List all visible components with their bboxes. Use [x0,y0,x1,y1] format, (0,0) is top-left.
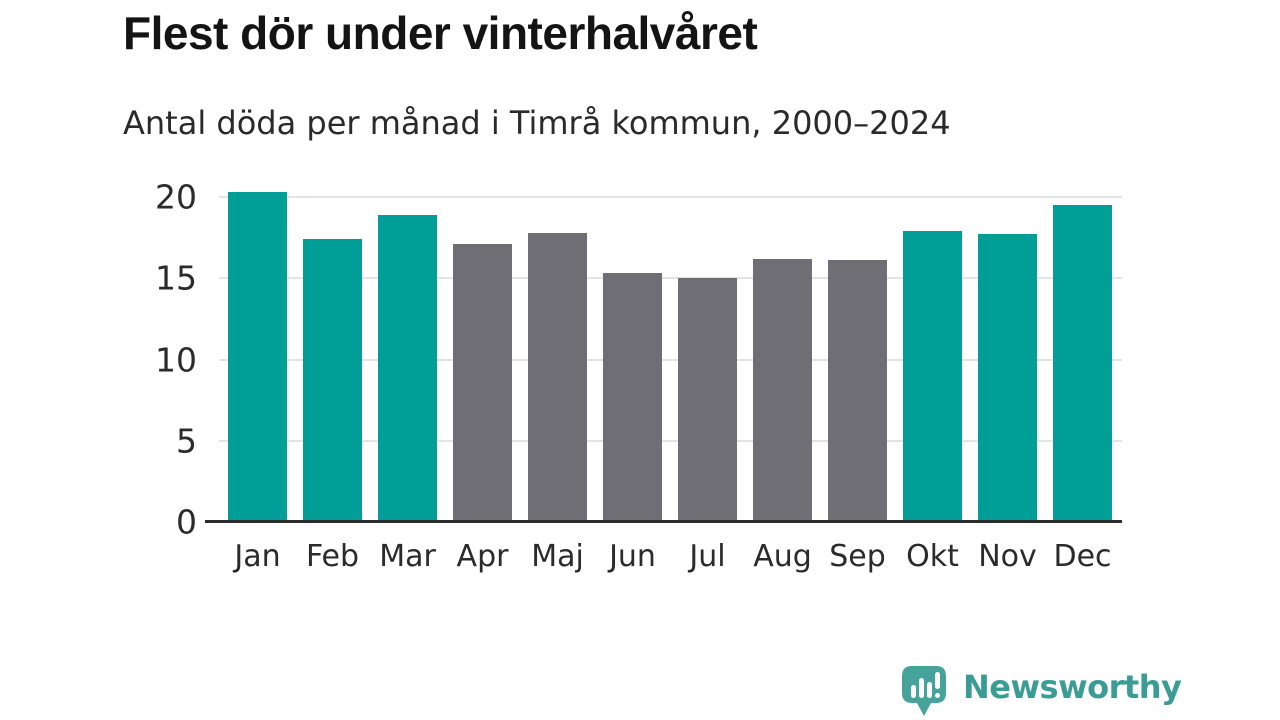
bar-aug [753,258,812,522]
x-tick-label-jul: Jul [689,539,726,574]
x-tick-label-mar: Mar [379,539,436,574]
newsworthy-chart-bubble-icon [902,666,946,716]
x-tick-label-jun: Jun [609,539,656,574]
x-tick-label-dec: Dec [1053,539,1112,574]
bar-nov [978,234,1037,522]
gridline-20 [219,196,1122,198]
bar-okt [903,231,962,522]
gridline-15 [219,277,1122,280]
gridline-5 [219,439,1122,442]
x-tick-label-jan: Jan [234,539,281,574]
bar-sep [828,260,887,522]
x-tick-label-sep: Sep [829,539,886,574]
chart-subtitle: Antal döda per månad i Timrå kommun, 200… [123,104,951,142]
y-tick-label-20: 20 [155,177,197,217]
bar-jun [603,273,662,522]
x-tick-label-maj: Maj [531,539,584,574]
newsworthy-logo-text: Newsworthy [963,668,1182,706]
x-tick-label-feb: Feb [305,539,360,574]
chart-title: Flest dör under vinterhalvåret [123,7,758,59]
plot-area: 0 5 10 15 20 Jan Feb Mar Apr Maj Jun Jul Aug Sep Okt No… [155,181,1122,572]
bar-feb [303,239,362,522]
x-tick-label-okt: Okt [906,539,959,574]
x-tick-label-apr: Apr [456,539,509,574]
bar-mar [378,214,437,522]
bar-dec [1053,205,1112,522]
x-tick-label-nov: Nov [978,539,1037,574]
x-tick-label-aug: Aug [753,539,812,574]
bar-jan [228,192,287,522]
x-axis-line [205,520,1122,523]
y-tick-label-0: 0 [176,502,197,542]
y-tick-label-15: 15 [155,258,197,298]
bar-maj [528,232,587,522]
gridline-10 [219,358,1122,361]
y-tick-label-10: 10 [155,340,197,379]
bar-jul [678,278,737,522]
y-tick-label-5: 5 [176,421,197,461]
newsworthy-logo: Newsworthy [902,666,1182,718]
bar-apr [453,244,512,522]
